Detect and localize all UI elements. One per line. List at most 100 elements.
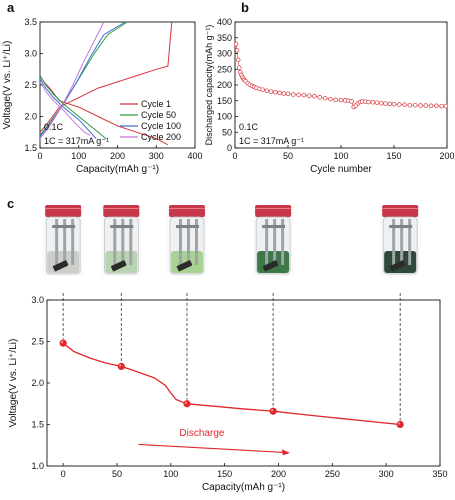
vial-electrode	[63, 219, 67, 265]
vial-electrode	[265, 219, 269, 265]
vial-cathode	[52, 260, 69, 272]
y-tick-label-b: 100	[217, 112, 232, 122]
x-tick-label-c: 150	[217, 469, 232, 479]
series-discharge-line	[39, 78, 97, 139]
data-point	[260, 87, 265, 92]
discharge-arrow	[138, 443, 284, 453]
vial-photo	[101, 205, 142, 276]
data-point	[434, 103, 439, 109]
capacity-annotation-a: 1C = 317mA g⁻¹	[44, 136, 109, 146]
marker-point	[117, 362, 125, 370]
data-point	[301, 92, 307, 98]
y-tick-label-c: 2.5	[31, 337, 44, 347]
vial-photo	[43, 205, 84, 276]
series-discharge-line	[39, 75, 169, 146]
data-point	[312, 94, 317, 99]
data-point	[370, 100, 376, 105]
data-point	[277, 90, 282, 96]
data-point	[379, 101, 384, 106]
y-axis-label-b: Discharged capacity(mAh g⁻¹)	[204, 25, 214, 146]
data-point	[333, 97, 338, 103]
vial-cap	[168, 205, 205, 217]
x-tick-label-c: 300	[379, 469, 394, 479]
data-point	[317, 95, 323, 100]
data-point	[235, 57, 241, 63]
marker-point	[396, 420, 404, 429]
marker-highlight	[184, 401, 188, 404]
vial-cathode	[262, 260, 279, 272]
data-point	[296, 92, 301, 98]
vial-electrode	[71, 219, 75, 265]
x-tick-label-a: 300	[149, 151, 164, 161]
y-tick-label-c: 1.0	[31, 461, 44, 471]
panel-label-a: a	[7, 0, 15, 15]
data-point	[233, 41, 239, 47]
data-point	[268, 89, 274, 94]
marker-highlight	[398, 422, 401, 425]
x-tick-label-b: 0	[232, 151, 237, 161]
data-point	[264, 88, 270, 93]
vial-cathode	[389, 260, 406, 272]
data-point	[374, 100, 380, 105]
vial-electrode	[113, 219, 117, 265]
vial-electrode	[121, 219, 125, 265]
data-point	[328, 96, 333, 102]
x-tick-label-b: 100	[333, 151, 348, 161]
x-tick-label-c: 350	[432, 469, 447, 479]
y-tick-label-c: 3.0	[31, 295, 44, 305]
data-point	[439, 103, 444, 109]
vial-electrode	[400, 219, 404, 265]
x-tick-label-c: 0	[61, 469, 66, 479]
x-tick-label-b: 200	[439, 151, 454, 161]
vial-electrode	[129, 219, 133, 265]
vial-cap-ridge	[45, 208, 82, 209]
y-tick-label-b: 0	[227, 143, 232, 153]
series-discharge-line	[39, 81, 91, 136]
vial-electrode-clamp	[110, 225, 134, 228]
x-tick-label-a: 400	[187, 151, 202, 161]
x-axis-label-c: Capacity(mAh g⁻¹)	[202, 482, 285, 493]
data-point	[423, 103, 429, 108]
data-point	[273, 89, 278, 95]
x-tick-label-a: 200	[110, 151, 125, 161]
data-point	[281, 91, 287, 96]
marker-point	[269, 407, 277, 415]
x-axis-label-b: Cycle number	[310, 164, 372, 175]
capacity-annotation-b: 1C = 317mA g⁻¹	[239, 136, 304, 146]
vial-electrode	[178, 219, 182, 265]
vial-cap-ridge	[382, 208, 419, 209]
data-point	[338, 97, 344, 103]
marker-highlight	[61, 341, 64, 344]
legend-label: Cycle 1	[141, 99, 171, 109]
y-tick-label-b: 350	[217, 33, 232, 43]
marker-highlight	[271, 409, 274, 412]
series-charge-line	[39, 21, 105, 139]
vial-cap	[103, 205, 140, 217]
data-point	[418, 103, 423, 108]
discharge-curve	[62, 342, 401, 426]
data-point	[428, 103, 434, 109]
y-tick-label-a: 2.0	[24, 112, 37, 122]
discharge-label: Discharge	[179, 428, 224, 439]
panel-label-b: b	[241, 0, 249, 15]
legend-label: Cycle 100	[141, 121, 181, 131]
data-point	[397, 102, 402, 107]
y-tick-label-b: 250	[217, 64, 232, 74]
x-tick-label-c: 200	[271, 469, 286, 479]
vial-electrode-clamp	[389, 225, 413, 228]
panel-label-c: c	[7, 196, 15, 211]
vial-cap	[255, 205, 292, 217]
vial-electrode	[186, 219, 190, 265]
legend-label: Cycle 200	[141, 132, 181, 142]
vial-electrode	[273, 219, 277, 265]
vial-photo	[380, 205, 421, 276]
y-tick-label-c: 2.0	[31, 378, 44, 388]
y-tick-label-a: 3.5	[24, 17, 37, 27]
y-tick-label-b: 150	[217, 96, 232, 106]
marker-point	[59, 339, 67, 347]
y-tick-label-b: 400	[217, 17, 232, 27]
vial-photo	[166, 205, 207, 276]
data-point	[412, 102, 418, 108]
legend-label: Cycle 50	[141, 110, 176, 120]
